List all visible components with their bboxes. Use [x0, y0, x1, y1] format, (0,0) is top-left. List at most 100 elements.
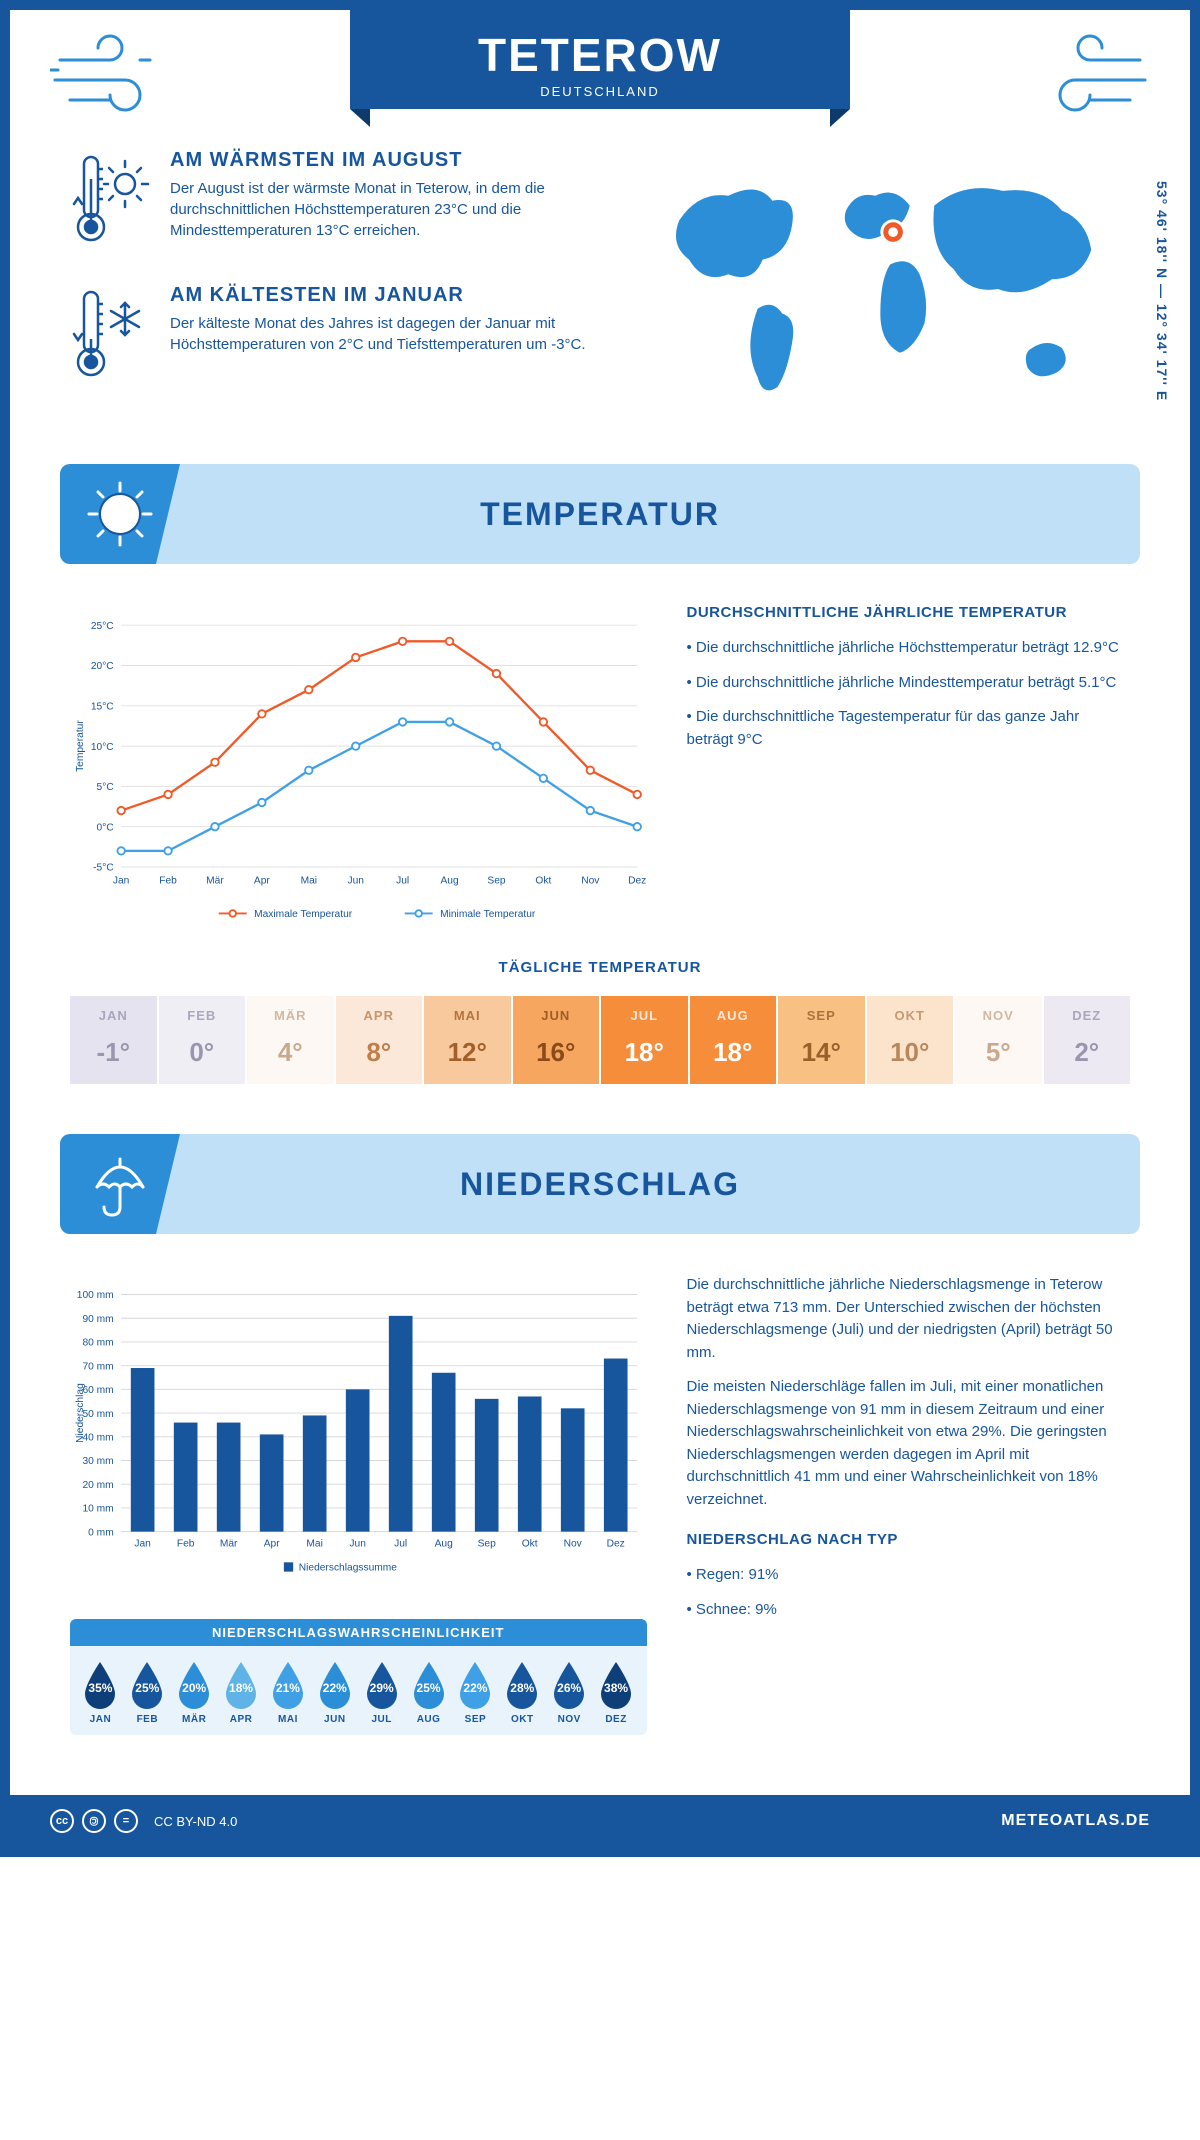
svg-text:20 mm: 20 mm — [82, 1480, 113, 1491]
temp-cell: MÄR4° — [247, 996, 334, 1084]
svg-text:Mär: Mär — [206, 876, 224, 887]
temp-sidebar-title: DURCHSCHNITTLICHE JÄHRLICHE TEMPERATUR — [687, 604, 1130, 621]
precipitation-title: NIEDERSCHLAG — [460, 1166, 740, 1203]
svg-text:60 mm: 60 mm — [82, 1385, 113, 1396]
world-map-icon — [640, 149, 1130, 429]
drop-cell: 25% FEB — [125, 1660, 170, 1725]
temperature-chart: -5°C0°C5°C10°C15°C20°C25°CJanFebMärAprMa… — [70, 604, 647, 949]
temperature-section-header: TEMPERATUR — [60, 464, 1140, 564]
intro-section: AM WÄRMSTEN IM AUGUST Der August ist der… — [10, 119, 1190, 444]
temp-cell: APR8° — [336, 996, 423, 1084]
svg-text:Jan: Jan — [134, 1539, 151, 1550]
prob-title: NIEDERSCHLAGSWAHRSCHEINLICHKEIT — [70, 1619, 647, 1646]
drop-cell: 26% NOV — [547, 1660, 592, 1725]
thermometer-snow-icon — [70, 284, 150, 389]
temp-cell: AUG18° — [690, 996, 777, 1084]
svg-text:Jul: Jul — [394, 1539, 407, 1550]
svg-text:Jun: Jun — [349, 1539, 366, 1550]
site-name: METEOATLAS.DE — [1001, 1812, 1150, 1830]
svg-text:Aug: Aug — [435, 1539, 453, 1550]
svg-text:30 mm: 30 mm — [82, 1456, 113, 1467]
svg-text:100 mm: 100 mm — [77, 1290, 114, 1301]
wind-icon — [1020, 30, 1150, 120]
temp-bullet: • Die durchschnittliche jährliche Mindes… — [687, 672, 1130, 695]
temperature-row: -5°C0°C5°C10°C15°C20°C25°CJanFebMärAprMa… — [10, 564, 1190, 959]
precip-type-bullet: • Schnee: 9% — [687, 1599, 1130, 1622]
svg-text:70 mm: 70 mm — [82, 1361, 113, 1372]
coldest-fact: AM KÄLTESTEN IM JANUAR Der kälteste Mona… — [70, 284, 610, 389]
thermometer-sun-icon — [70, 149, 150, 254]
svg-text:10 mm: 10 mm — [82, 1504, 113, 1515]
city-name: TETEROW — [450, 28, 750, 82]
svg-text:Minimale Temperatur: Minimale Temperatur — [440, 909, 536, 920]
temp-cell: SEP14° — [778, 996, 865, 1084]
precipitation-bar-chart: 0 mm10 mm20 mm30 mm40 mm50 mm60 mm70 mm8… — [70, 1274, 647, 1594]
svg-text:Niederschlagssumme: Niederschlagssumme — [299, 1563, 398, 1574]
temp-cell: DEZ2° — [1044, 996, 1131, 1084]
svg-text:Okt: Okt — [522, 1539, 538, 1550]
svg-text:Apr: Apr — [264, 1539, 280, 1550]
page: TETEROW DEUTSCHLAND — [0, 0, 1200, 1857]
temp-cell: JUN16° — [513, 996, 600, 1084]
svg-text:80 mm: 80 mm — [82, 1338, 113, 1349]
precipitation-probability: NIEDERSCHLAGSWAHRSCHEINLICHKEIT 35% JAN … — [70, 1619, 647, 1735]
svg-text:Niederschlag: Niederschlag — [75, 1383, 86, 1443]
license-text: CC BY-ND 4.0 — [154, 1814, 237, 1829]
cc-icon: cc — [50, 1809, 74, 1833]
header: TETEROW DEUTSCHLAND — [10, 10, 1190, 119]
svg-text:Dez: Dez — [628, 876, 646, 887]
temp-cell: FEB0° — [159, 996, 246, 1084]
svg-text:Jan: Jan — [113, 876, 130, 887]
drop-cell: 21% MAI — [266, 1660, 311, 1725]
coldest-text: Der kälteste Monat des Jahres ist dagege… — [170, 313, 610, 355]
svg-text:-5°C: -5°C — [93, 863, 114, 874]
license: cc 🄯 = CC BY-ND 4.0 — [50, 1809, 237, 1833]
warmest-fact: AM WÄRMSTEN IM AUGUST Der August ist der… — [70, 149, 610, 254]
drop-cell: 25% AUG — [406, 1660, 451, 1725]
precip-type-title: NIEDERSCHLAG NACH TYP — [687, 1531, 1130, 1548]
warmest-title: AM WÄRMSTEN IM AUGUST — [170, 149, 610, 172]
temp-cell: JUL18° — [601, 996, 688, 1084]
temp-bullet: • Die durchschnittliche Tagestemperatur … — [687, 706, 1130, 751]
umbrella-icon — [60, 1134, 180, 1234]
daily-temp-title: TÄGLICHE TEMPERATUR — [70, 959, 1130, 976]
coldest-title: AM KÄLTESTEN IM JANUAR — [170, 284, 610, 307]
svg-text:Aug: Aug — [440, 876, 458, 887]
svg-text:Mai: Mai — [306, 1539, 322, 1550]
precipitation-chart-area: 0 mm10 mm20 mm30 mm40 mm50 mm60 mm70 mm8… — [70, 1274, 647, 1755]
map-column: 53° 46' 18'' N — 12° 34' 17'' E — [640, 149, 1130, 434]
svg-text:Mai: Mai — [301, 876, 317, 887]
svg-text:15°C: 15°C — [91, 702, 114, 713]
drop-cell: 18% APR — [219, 1660, 264, 1725]
svg-text:Dez: Dez — [607, 1539, 625, 1550]
precip-para: Die durchschnittliche jährliche Niedersc… — [687, 1274, 1130, 1364]
warmest-text: Der August ist der wärmste Monat in Tete… — [170, 178, 610, 241]
svg-text:Temperatur: Temperatur — [75, 720, 86, 772]
drop-cell: 22% SEP — [453, 1660, 498, 1725]
svg-text:90 mm: 90 mm — [82, 1314, 113, 1325]
temp-cell: NOV5° — [955, 996, 1042, 1084]
drop-cell: 35% JAN — [78, 1660, 123, 1725]
svg-text:Nov: Nov — [564, 1539, 583, 1550]
svg-text:Okt: Okt — [535, 876, 551, 887]
facts-column: AM WÄRMSTEN IM AUGUST Der August ist der… — [70, 149, 610, 434]
temperature-title: TEMPERATUR — [480, 496, 720, 533]
svg-text:Feb: Feb — [177, 1539, 195, 1550]
svg-text:0 mm: 0 mm — [88, 1527, 114, 1538]
precipitation-row: 0 mm10 mm20 mm30 mm40 mm50 mm60 mm70 mm8… — [10, 1234, 1190, 1765]
precipitation-sidebar: Die durchschnittliche jährliche Niedersc… — [687, 1274, 1130, 1755]
daily-temp-grid: JAN-1°FEB0°MÄR4°APR8°MAI12°JUN16°JUL18°A… — [70, 996, 1130, 1084]
title-banner: TETEROW DEUTSCHLAND — [350, 10, 850, 109]
svg-text:10°C: 10°C — [91, 742, 114, 753]
svg-text:Feb: Feb — [159, 876, 177, 887]
precip-para: Die meisten Niederschläge fallen im Juli… — [687, 1376, 1130, 1511]
sun-icon — [60, 464, 180, 564]
footer: cc 🄯 = CC BY-ND 4.0 METEOATLAS.DE — [10, 1795, 1190, 1847]
svg-text:Jul: Jul — [396, 876, 409, 887]
svg-text:50 mm: 50 mm — [82, 1409, 113, 1420]
svg-text:Apr: Apr — [254, 876, 270, 887]
drops-grid: 35% JAN 25% FEB 20% MÄR 18% APR 21% MAI — [70, 1646, 647, 1735]
svg-text:Sep: Sep — [487, 876, 505, 887]
svg-text:25°C: 25°C — [91, 621, 114, 632]
country-name: DEUTSCHLAND — [450, 84, 750, 99]
